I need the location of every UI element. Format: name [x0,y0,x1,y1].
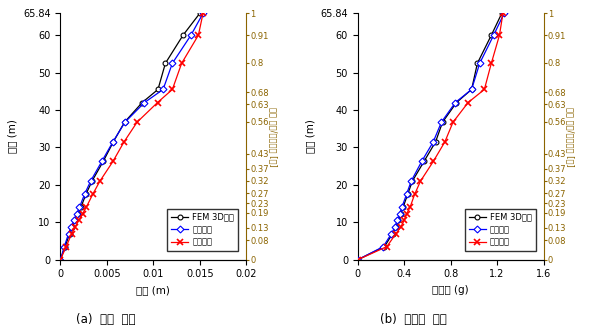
Y-axis label: 높이 (m): 높이 (m) [305,120,315,154]
Legend: FEM 3D모델, 기준모델, 제안모델: FEM 3D모델, 기준모델, 제안모델 [464,209,536,251]
Legend: FEM 3D모델, 기준모델, 제안모델: FEM 3D모델, 기준모델, 제안모델 [167,209,239,251]
X-axis label: 변위 (m): 변위 (m) [137,285,170,295]
Text: (b)  가속도  응답: (b) 가속도 응답 [381,313,447,326]
Y-axis label: 높이 (m): 높이 (m) [7,120,18,154]
Y-axis label: 관련 높이/전체높이 [비]: 관련 높이/전체높이 [비] [268,107,277,166]
Text: (a)  변위  응답: (a) 변위 응답 [76,313,135,326]
X-axis label: 가속도 (g): 가속도 (g) [432,285,469,295]
Y-axis label: 관련 높이/전체높이 [비]: 관련 높이/전체높이 [비] [566,107,575,166]
